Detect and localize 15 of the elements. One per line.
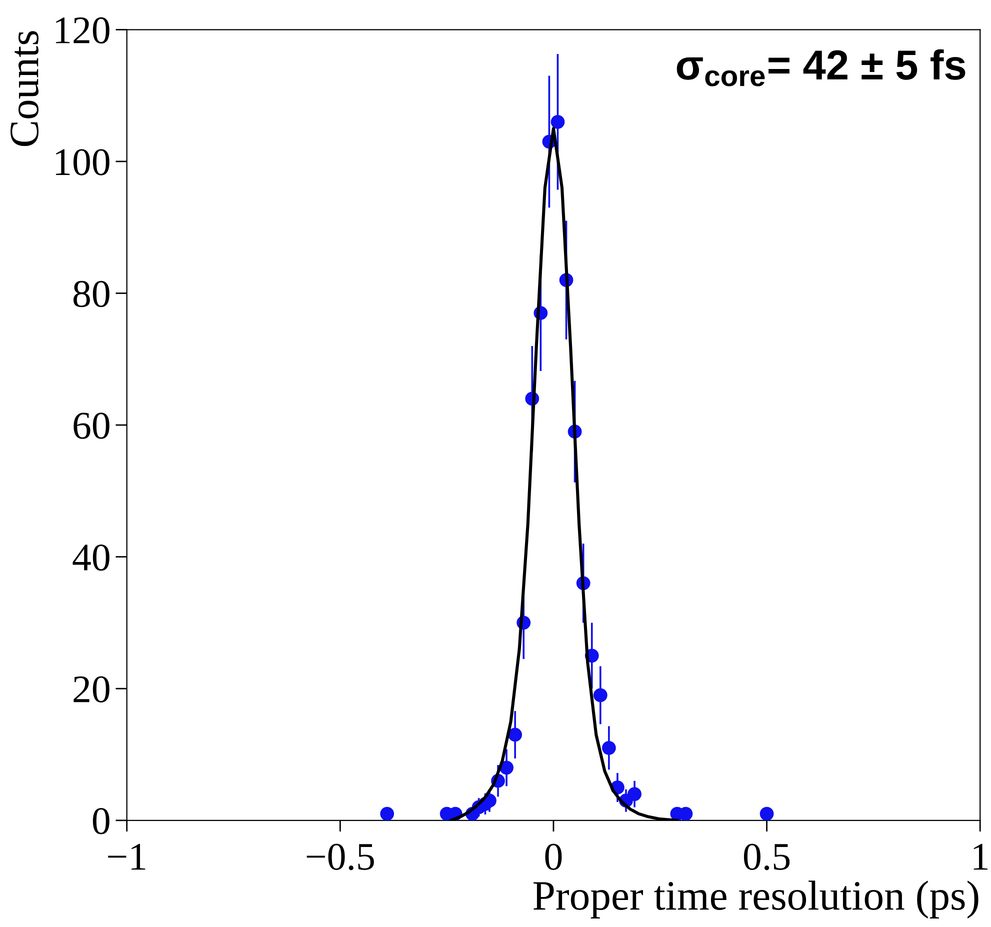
y-tick-label: 80 <box>73 280 110 308</box>
x-axis-title: Proper time resolution (ps) <box>533 880 978 918</box>
x-tick-label: −1 <box>108 844 146 870</box>
y-tick-label: 20 <box>74 676 110 702</box>
x-tick-label: 0 <box>545 844 562 870</box>
y-tick-label: 60 <box>74 412 110 439</box>
annotation: σ$_{core}$= 42 ± 5 fs <box>676 49 966 86</box>
y-tick-label: 40 <box>72 544 110 571</box>
y-tick-label: 120 <box>56 17 110 44</box>
x-tick-label: 1 <box>974 844 988 870</box>
x-tick-label: −0.5 <box>306 844 374 870</box>
y-tick-label: 0 <box>92 808 110 834</box>
y-axis-title: Counts <box>10 31 39 146</box>
y-tick-label: 100 <box>56 149 110 176</box>
x-tick-label: 0.5 <box>744 844 790 870</box>
